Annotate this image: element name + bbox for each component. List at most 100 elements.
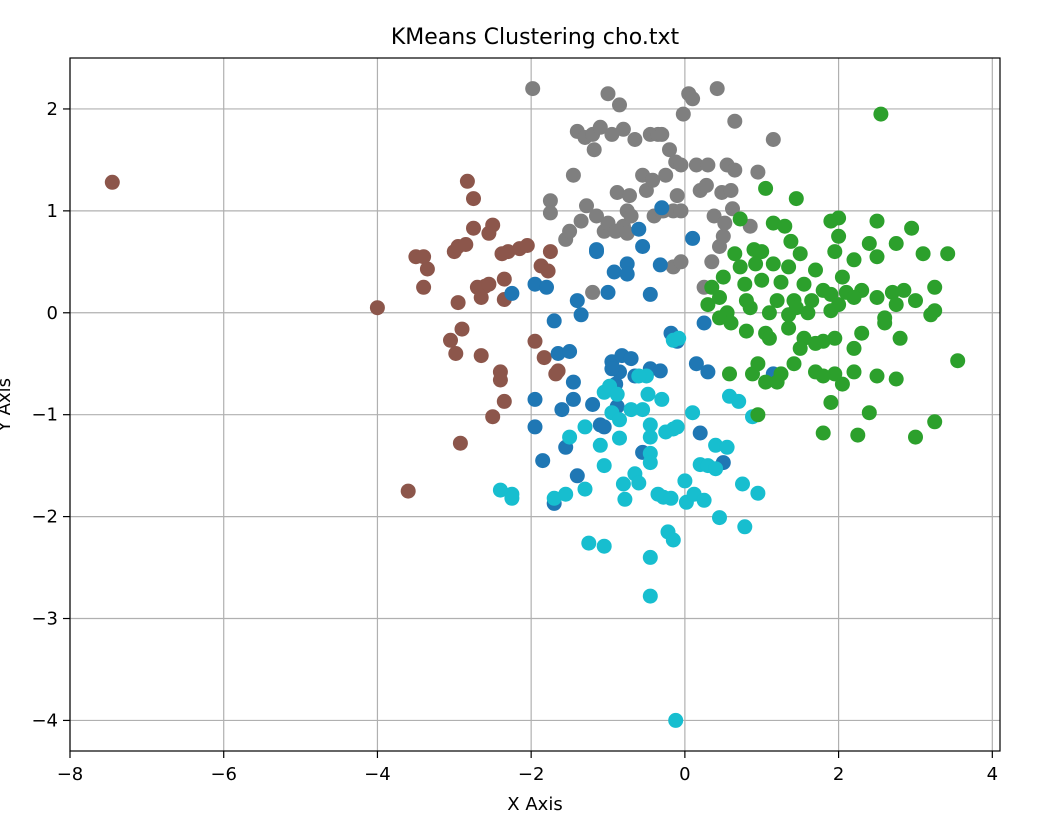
data-point xyxy=(735,476,750,492)
data-point xyxy=(642,588,658,604)
data-point xyxy=(675,106,691,122)
data-point xyxy=(869,290,885,305)
data-point xyxy=(827,244,843,260)
data-point xyxy=(459,173,475,189)
data-point xyxy=(892,330,908,346)
data-point xyxy=(823,395,839,410)
data-point xyxy=(485,409,501,425)
plot-frame xyxy=(69,57,1001,752)
data-point xyxy=(579,198,594,214)
data-point xyxy=(565,391,581,407)
data-point xyxy=(573,307,589,323)
data-point xyxy=(612,412,627,428)
data-point xyxy=(519,238,535,253)
data-point xyxy=(737,276,753,292)
y-tick-label: 2 xyxy=(47,99,58,120)
data-point xyxy=(846,252,862,268)
data-point xyxy=(781,320,797,336)
data-point xyxy=(596,458,612,474)
data-point xyxy=(631,368,647,384)
data-point xyxy=(542,193,558,209)
data-point xyxy=(709,81,725,97)
data-point xyxy=(546,490,562,506)
data-point xyxy=(665,532,681,548)
data-point xyxy=(884,284,900,300)
data-point xyxy=(827,366,843,382)
data-point xyxy=(727,246,743,262)
data-point xyxy=(527,391,543,407)
data-point xyxy=(831,297,847,313)
data-point xyxy=(823,286,839,302)
data-point xyxy=(546,313,562,329)
data-point xyxy=(831,210,847,226)
data-point xyxy=(742,300,758,316)
data-point xyxy=(696,315,712,331)
data-point xyxy=(786,356,802,372)
data-point xyxy=(527,333,543,349)
data-point xyxy=(562,344,578,359)
data-point xyxy=(662,142,677,158)
data-point xyxy=(869,249,885,265)
data-point xyxy=(737,519,753,535)
data-point xyxy=(596,538,612,554)
cluster-4-points xyxy=(700,106,966,445)
data-point xyxy=(869,368,885,384)
data-point xyxy=(400,483,416,499)
data-point xyxy=(663,490,679,506)
data-point xyxy=(622,188,637,204)
data-point xyxy=(612,430,627,446)
data-point xyxy=(452,435,468,451)
data-point xyxy=(732,259,748,275)
data-point xyxy=(834,376,850,392)
data-point xyxy=(769,293,785,309)
x-axis-ticks: −8 −6 −4 −2 0 2 4 xyxy=(57,751,998,785)
data-point xyxy=(504,490,520,506)
data-point xyxy=(654,391,670,407)
x-tick-label: −6 xyxy=(210,764,237,785)
data-point xyxy=(673,254,689,270)
data-point xyxy=(604,361,620,377)
data-point xyxy=(708,461,724,477)
data-point xyxy=(781,259,797,275)
data-point xyxy=(754,272,770,288)
data-point xyxy=(565,374,581,390)
data-point xyxy=(846,290,862,305)
x-tick-label: 0 xyxy=(679,764,690,785)
data-point xyxy=(788,191,804,207)
data-point xyxy=(788,300,804,316)
data-point xyxy=(504,285,520,301)
data-point xyxy=(765,132,781,147)
data-point xyxy=(846,364,862,380)
data-point xyxy=(877,315,893,331)
data-point xyxy=(908,293,923,309)
data-point xyxy=(619,225,635,241)
data-point xyxy=(827,330,843,346)
data-point xyxy=(536,350,552,366)
data-point xyxy=(640,386,656,402)
data-point xyxy=(562,429,578,445)
data-point xyxy=(712,290,727,305)
data-point xyxy=(854,325,870,341)
data-point xyxy=(500,244,516,260)
data-point xyxy=(850,427,866,443)
data-point xyxy=(627,132,643,147)
data-point xyxy=(700,364,716,380)
data-point xyxy=(704,279,720,295)
data-point xyxy=(708,437,724,453)
data-point xyxy=(600,284,616,300)
data-point xyxy=(808,335,823,351)
cluster-3-points xyxy=(492,330,766,728)
data-point xyxy=(527,419,543,435)
data-point xyxy=(450,295,466,311)
data-point xyxy=(612,97,627,113)
data-point xyxy=(758,374,774,390)
cluster-1-points xyxy=(525,81,781,300)
data-point xyxy=(481,276,497,292)
data-point xyxy=(700,297,716,313)
data-point xyxy=(654,200,670,216)
data-point xyxy=(609,386,625,402)
data-point xyxy=(685,91,701,107)
data-point xyxy=(761,305,777,321)
chart-title: KMeans Clustering cho.txt xyxy=(391,25,680,50)
